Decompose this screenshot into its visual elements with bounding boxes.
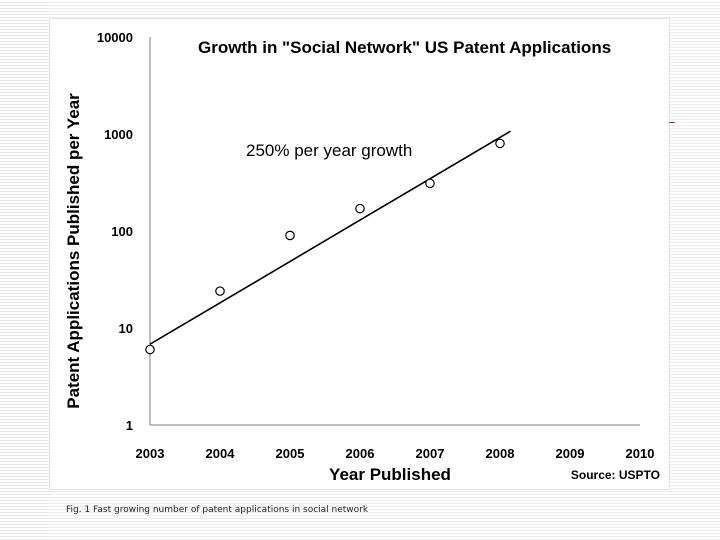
data-point: [145, 344, 155, 355]
x-tick-label: 2008: [486, 446, 515, 461]
growth-annotation: 250% per year growth: [246, 141, 412, 160]
y-tick-label: 100: [111, 224, 133, 239]
chart-figure: Growth in "Social Network" US Patent App…: [49, 18, 670, 490]
trendline: [149, 130, 511, 345]
x-tick-label: 2004: [206, 446, 236, 461]
data-point: [285, 230, 295, 241]
axes: [149, 37, 640, 426]
data-point: [495, 138, 505, 149]
y-axis-title: Patent Applications Published per Year: [64, 93, 83, 409]
x-tick-label: 2006: [346, 446, 375, 461]
patent-growth-chart: Growth in "Social Network" US Patent App…: [64, 30, 660, 484]
figure-caption: Fig. 1 Fast growing number of patent app…: [66, 505, 369, 515]
x-tick-label: 2010: [626, 446, 655, 461]
chart-title: Growth in "Social Network" US Patent App…: [198, 38, 611, 57]
x-tick-label: 2007: [416, 446, 445, 461]
x-tick-label: 2003: [136, 446, 165, 461]
y-tick-label: 10: [119, 321, 133, 336]
tick-labels: 1 10 100 1000 10000 2003 2004 2005 2006 2007 2008 2…: [97, 30, 655, 461]
data-point: [215, 286, 225, 296]
red-accent-mark: [669, 122, 675, 123]
trendline-layer: [149, 130, 511, 345]
data-point: [355, 203, 365, 214]
x-tick-label: 2005: [276, 446, 305, 461]
data-point: [425, 178, 435, 189]
data-points: [145, 138, 505, 355]
x-axis-title: Year Published: [329, 465, 451, 484]
y-tick-label: 10000: [97, 30, 133, 45]
source-label: Source: USPTO: [571, 468, 660, 482]
slide-left-band: [0, 0, 48, 540]
x-tick-label: 2009: [556, 446, 585, 461]
y-tick-label: 1: [126, 418, 133, 433]
y-tick-label: 1000: [104, 127, 133, 142]
